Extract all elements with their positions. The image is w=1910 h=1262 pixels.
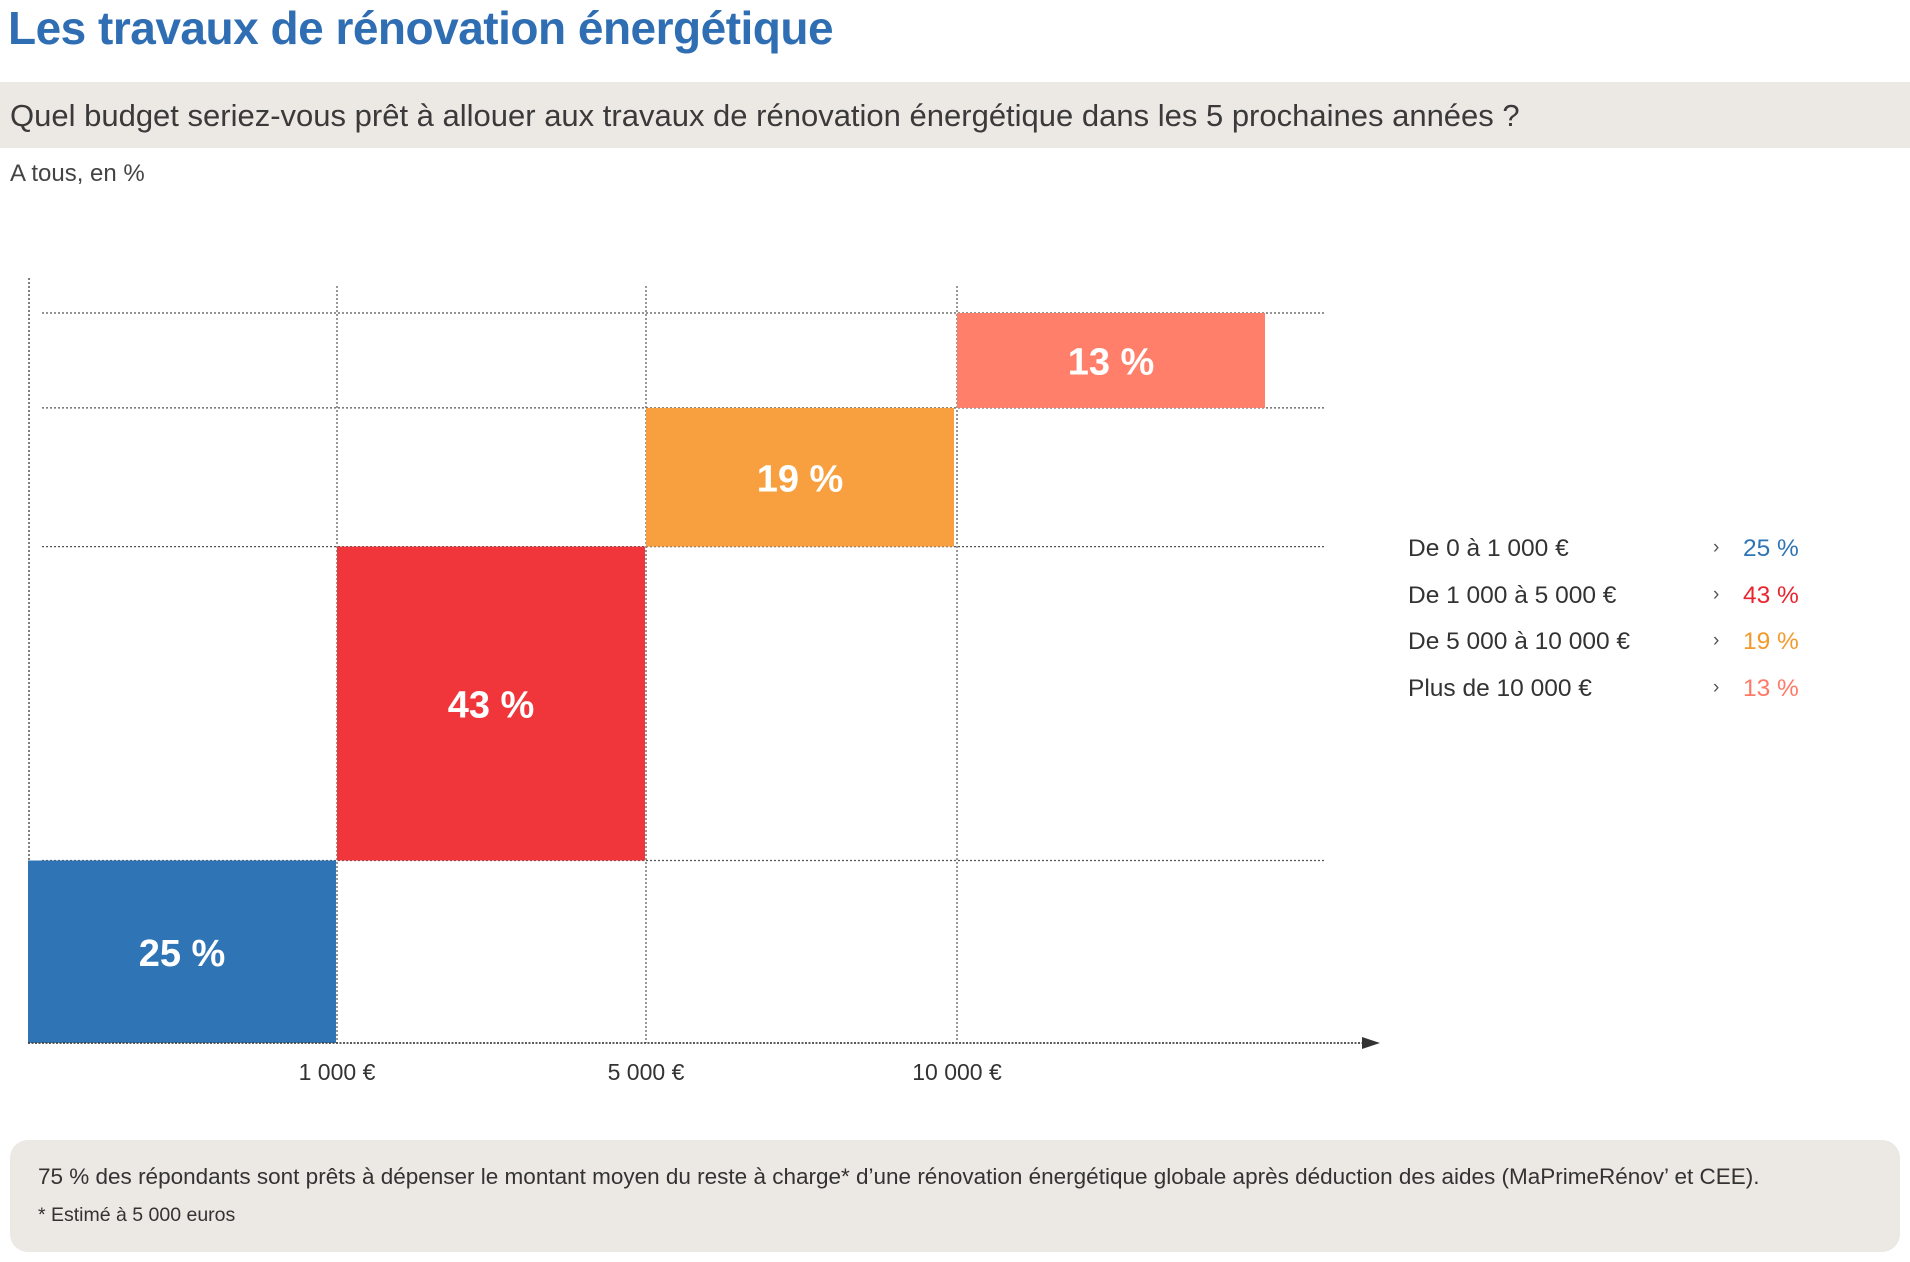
- note-text: 75 % des répondants sont prêts à dépense…: [38, 1164, 1760, 1189]
- chart-subtitle: A tous, en %: [10, 160, 145, 187]
- chevron-right-icon: ›: [1713, 630, 1720, 651]
- bar-label: 13 %: [1068, 341, 1155, 383]
- legend-value: 19 %: [1743, 628, 1799, 655]
- legend-item: De 1 000 à 5 000 € › 43 %: [1408, 582, 1828, 629]
- chevron-right-icon: ›: [1713, 537, 1720, 558]
- bar-label: 19 %: [757, 458, 844, 500]
- bar: [646, 407, 954, 547]
- legend-value: 25 %: [1743, 535, 1799, 562]
- bar: [28, 860, 336, 1043]
- note-box: [10, 1140, 1900, 1252]
- legend-value: 43 %: [1743, 581, 1799, 609]
- bar: [337, 546, 645, 861]
- x-axis-arrow-icon: [1362, 1037, 1380, 1049]
- legend-item: De 0 à 1 000 € › 25 %: [1408, 535, 1828, 582]
- legend-item: Plus de 10 000 € › 13 %: [1408, 675, 1828, 722]
- budget-chart: 25 % 43 % 19 % 13 % 1 000 € 5 000 € 10 000 €: [28, 278, 1380, 1085]
- footnote: * Estimé à 5 000 euros: [38, 1204, 236, 1226]
- legend-item: De 5 000 à 10 000 € › 19 %: [1408, 628, 1828, 675]
- chevron-right-icon: ›: [1713, 676, 1720, 698]
- legend-label: De 5 000 à 10 000 €: [1408, 628, 1631, 655]
- legend-label: De 0 à 1 000 €: [1408, 535, 1569, 562]
- bar-label: 25 %: [139, 933, 226, 975]
- chart-legend: De 0 à 1 000 € › 25 % De 1 000 à 5 000 €…: [1408, 535, 1828, 721]
- legend-value: 13 %: [1743, 674, 1799, 702]
- chevron-right-icon: ›: [1713, 583, 1720, 605]
- legend-label: Plus de 10 000 €: [1408, 674, 1592, 702]
- question-band: [0, 82, 1910, 148]
- legend-label: De 1 000 à 5 000 €: [1408, 581, 1617, 609]
- survey-question: Quel budget seriez-vous prêt à allouer a…: [10, 98, 1520, 133]
- x-tick-label: 1 000 €: [299, 1059, 376, 1085]
- bar: [957, 313, 1265, 408]
- x-tick-label: 10 000 €: [912, 1059, 1002, 1085]
- bar-label: 43 %: [448, 685, 535, 727]
- x-tick-label: 5 000 €: [608, 1059, 685, 1085]
- page-title: Les travaux de rénovation énergétique: [8, 2, 834, 54]
